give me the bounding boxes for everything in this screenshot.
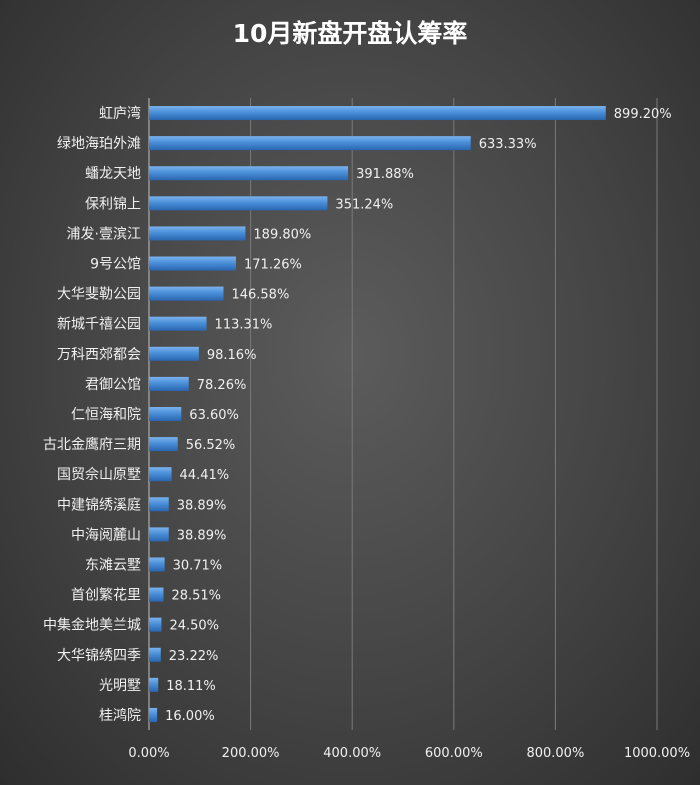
category-label: 中建锦绣溪庭: [57, 496, 141, 513]
category-label: 东滩云墅: [85, 557, 141, 573]
value-label: 30.71%: [173, 558, 223, 573]
category-label: 新城千禧公园: [57, 317, 141, 333]
bar: [149, 647, 161, 662]
value-label: 23.22%: [169, 649, 219, 664]
bar: [149, 136, 471, 151]
bar: [149, 617, 162, 632]
x-tick-label: 200.00%: [222, 746, 280, 761]
value-label: 189.80%: [253, 227, 311, 242]
category-label: 大华斐勒公园: [57, 287, 141, 303]
value-label: 63.60%: [189, 408, 239, 423]
category-label: 君御公馆: [85, 377, 141, 393]
value-label: 98.16%: [207, 348, 257, 363]
value-label: 171.26%: [244, 258, 302, 273]
labels: 0.00% 200.00% 400.00% 600.00% 800.00% 1000.00…: [43, 105, 690, 761]
category-label: 国贸佘山原墅: [57, 466, 141, 483]
x-tick-label: 800.00%: [526, 746, 584, 761]
value-label: 391.88%: [356, 167, 414, 182]
value-label: 899.20%: [614, 107, 672, 122]
value-label: 44.41%: [180, 468, 230, 483]
value-label: 38.89%: [177, 498, 227, 513]
bar: [149, 286, 224, 301]
value-label: 16.00%: [165, 709, 215, 724]
value-label: 28.51%: [171, 589, 221, 604]
category-label: 大华锦绣四季: [57, 647, 141, 664]
bar: [149, 527, 169, 542]
category-label: 首创繁花里: [71, 588, 141, 604]
value-label: 146.58%: [231, 288, 289, 303]
x-tick-label: 1000.00%: [624, 746, 690, 761]
x-tick-label: 0.00%: [128, 746, 169, 761]
category-label: 绿地海珀外滩: [57, 136, 141, 152]
category-label: 蟠龙天地: [85, 166, 141, 182]
category-label: 万科西郊都会: [57, 346, 141, 363]
bar: [149, 407, 182, 421]
category-label: 虹庐湾: [99, 105, 141, 122]
bar: [149, 707, 158, 722]
value-label: 18.11%: [166, 679, 216, 694]
bar: [149, 346, 199, 361]
value-label: 633.33%: [479, 137, 537, 152]
bar: [149, 437, 178, 452]
bar: [149, 196, 328, 211]
value-label: 78.26%: [197, 378, 247, 393]
category-label: 9号公馆: [90, 257, 141, 273]
category-label: 古北金鹰府三期: [43, 437, 141, 453]
bar: [149, 677, 159, 692]
category-label: 中海阅麓山: [71, 527, 141, 543]
value-label: 113.31%: [215, 318, 273, 333]
x-tick-label: 600.00%: [425, 746, 483, 761]
category-label: 中集金地美兰城: [43, 617, 141, 634]
value-label: 56.52%: [186, 438, 236, 453]
bar: [149, 256, 237, 271]
chart-title: 10月新盘开盘认筹率: [232, 19, 468, 48]
bar: [149, 467, 172, 482]
bar: [149, 376, 189, 391]
category-label: 保利锦上: [85, 195, 141, 212]
bar: [149, 557, 165, 572]
value-label: 38.89%: [177, 528, 227, 543]
category-label: 桂鸿院: [99, 707, 141, 724]
bar: [149, 497, 169, 512]
bar: [149, 587, 164, 602]
category-label: 仁恒海和院: [71, 407, 141, 423]
bar: [149, 166, 349, 181]
x-tick-label: 400.00%: [323, 746, 381, 761]
value-label: 351.24%: [335, 197, 393, 212]
bar: [149, 316, 207, 331]
bars: [149, 106, 606, 722]
category-label: 浦发·壹滨江: [67, 226, 141, 242]
category-label: 光明墅: [99, 678, 141, 694]
bar: [149, 226, 246, 241]
value-label: 24.50%: [169, 619, 219, 634]
bar: [149, 106, 606, 121]
